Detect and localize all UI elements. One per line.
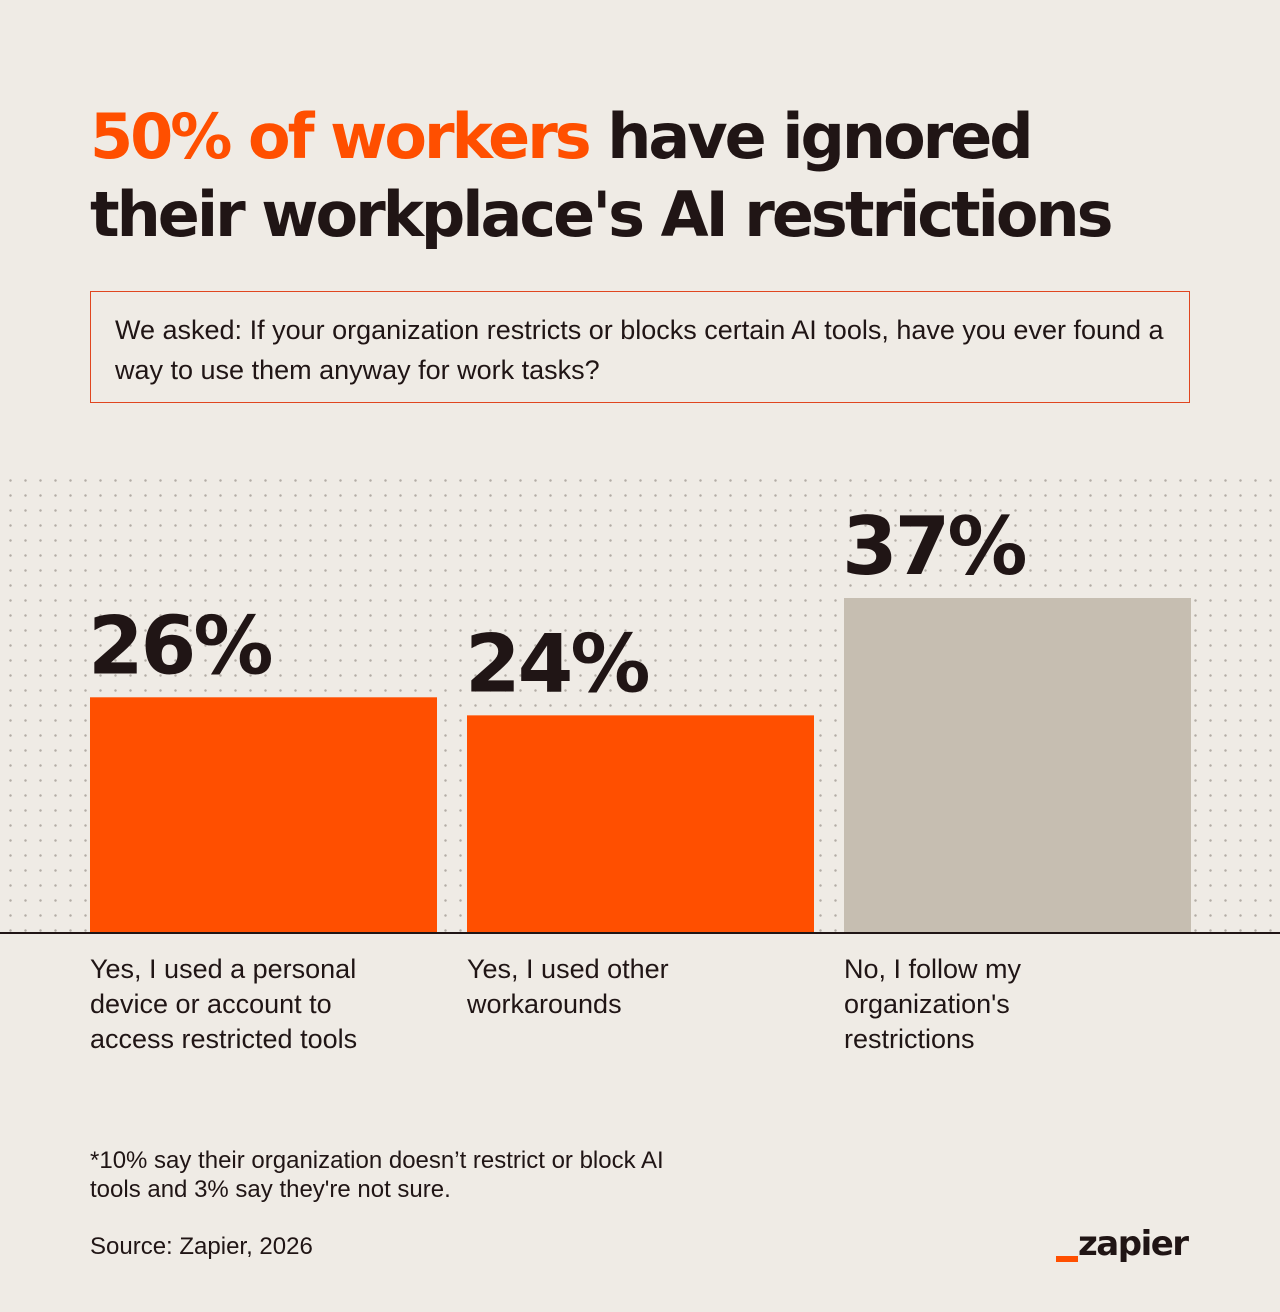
logo-wordmark: zapier bbox=[1078, 1224, 1189, 1264]
title-line1-rest: have ignored bbox=[588, 100, 1033, 173]
bar-chart: 26% 24% 37% bbox=[88, 500, 1191, 932]
survey-question-text: We asked: If your organization restricts… bbox=[115, 315, 1164, 385]
footnote: *10% say their organization doesn’t rest… bbox=[90, 1147, 664, 1203]
category-label-2: Yes, I used other workarounds bbox=[467, 954, 669, 1019]
chart-title: 50% of workers have ignored their workpl… bbox=[90, 98, 1190, 254]
source-line: Source: Zapier, 2026 bbox=[90, 1233, 313, 1260]
logo-underscore bbox=[1056, 1256, 1078, 1262]
value-label-2: 24% bbox=[465, 617, 648, 710]
category-label-3: No, I follow my organization's restricti… bbox=[844, 954, 1022, 1054]
chart-baseline bbox=[0, 932, 1280, 934]
value-label-1: 26% bbox=[88, 599, 271, 692]
zapier-logo: zapier bbox=[1056, 1222, 1190, 1266]
survey-question-box: We asked: If your organization restricts… bbox=[90, 291, 1190, 403]
bar-3 bbox=[844, 598, 1191, 932]
category-label-1: Yes, I used a personal device or account… bbox=[90, 954, 358, 1054]
bar-2 bbox=[467, 715, 814, 932]
title-line2: their workplace's AI restrictions bbox=[90, 178, 1114, 251]
value-label-3: 37% bbox=[842, 500, 1025, 593]
title-highlight: 50% of workers bbox=[90, 100, 592, 173]
bar-1 bbox=[90, 697, 437, 932]
